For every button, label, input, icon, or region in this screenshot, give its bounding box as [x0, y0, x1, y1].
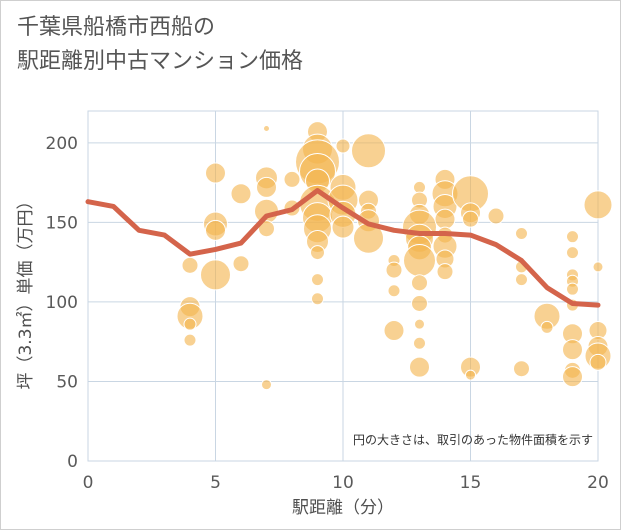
bubble — [462, 210, 479, 228]
plot-border — [87, 110, 599, 462]
y-tick-label: 100 — [46, 293, 78, 313]
bubble — [335, 138, 351, 154]
bubble — [181, 256, 199, 274]
average-price-line — [85, 188, 601, 308]
bubble — [261, 379, 272, 391]
bubble — [413, 180, 426, 194]
x-axis-title: 駅距離（分） — [292, 498, 394, 518]
bubble — [411, 295, 428, 312]
bubble — [230, 183, 252, 205]
y-tick-label: 150 — [46, 213, 78, 233]
x-tick-label: 15 — [460, 473, 482, 493]
bubble — [515, 227, 528, 240]
bubble — [566, 230, 579, 244]
bubble — [256, 176, 277, 198]
bubble — [183, 317, 197, 331]
bubble — [403, 244, 436, 278]
x-tick-label: 20 — [587, 473, 609, 493]
bubble — [566, 246, 579, 260]
y-tick-label: 0 — [67, 452, 78, 472]
bubble — [385, 261, 403, 279]
bubble — [562, 339, 583, 361]
x-axis-ticks: 0 5 10 15 20 — [83, 473, 609, 493]
bubble — [311, 273, 324, 287]
bubble — [205, 219, 226, 241]
bubble — [283, 170, 301, 188]
chart-title-line-2: 駅距離別中古マンション価格 — [17, 49, 304, 74]
bubble — [387, 284, 401, 298]
bubble — [592, 261, 604, 273]
bubble — [413, 336, 426, 350]
bubble — [515, 273, 528, 287]
bubble — [311, 292, 324, 306]
bubble — [183, 333, 197, 347]
bubble — [331, 215, 355, 239]
y-tick-label: 50 — [56, 372, 78, 392]
bubble — [411, 274, 428, 292]
bubble — [258, 220, 275, 238]
bubble-series — [176, 121, 613, 391]
bubble — [414, 318, 425, 330]
y-tick-label: 200 — [46, 134, 78, 154]
bubble — [513, 360, 530, 378]
bubble — [351, 133, 386, 169]
bubble — [409, 356, 430, 378]
bubble — [310, 245, 325, 261]
x-tick-label: 10 — [332, 473, 354, 493]
bubble — [383, 320, 405, 342]
bubble — [232, 255, 250, 273]
bubble — [583, 190, 613, 220]
y-axis-title: 坪（3.3㎡）単価（万円） — [16, 192, 36, 389]
chart-title-line-1: 千葉県船橋市西船の — [17, 15, 216, 40]
bubble — [540, 320, 554, 334]
bubble — [200, 259, 231, 291]
bubble — [263, 125, 270, 132]
bubble — [205, 162, 226, 184]
bubble — [562, 366, 583, 388]
bubble — [465, 369, 476, 381]
x-tick-label: 0 — [83, 473, 94, 493]
chart-title: 千葉県船橋市西船の 駅距離別中古マンション価格 — [17, 11, 303, 79]
bubble — [589, 353, 607, 371]
bubble — [436, 263, 454, 281]
bubble — [566, 282, 579, 296]
x-tick-label: 5 — [210, 473, 221, 493]
bubble-size-note: 円の大きさは、取引のあった物件面積を示す — [353, 432, 593, 447]
bubble — [434, 208, 456, 230]
bubble — [487, 207, 505, 225]
y-axis-ticks: 0 50 100 150 200 — [46, 134, 78, 472]
